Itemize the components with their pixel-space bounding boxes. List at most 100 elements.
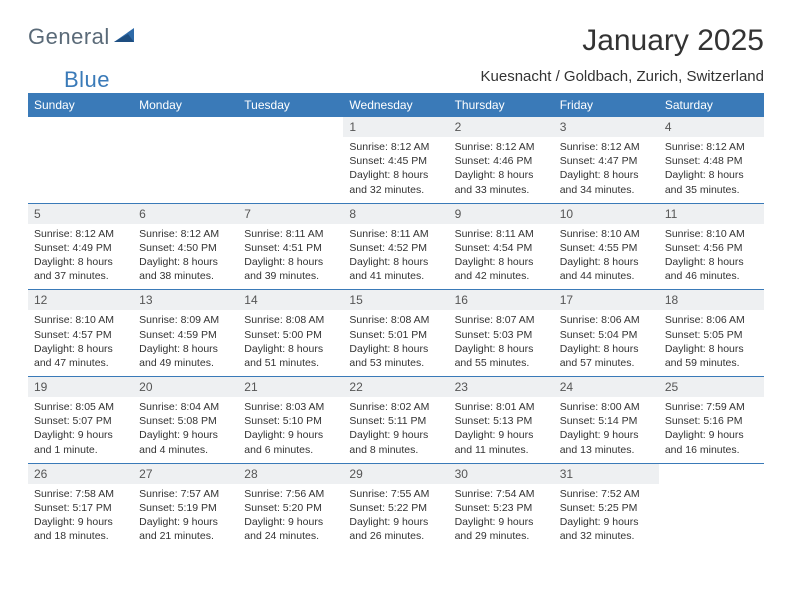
location-text: Kuesnacht / Goldbach, Zurich, Switzerlan…	[481, 68, 764, 85]
sunrise-line: Sunrise: 8:09 AM	[139, 313, 232, 327]
sunrise-line: Sunrise: 8:12 AM	[665, 140, 758, 154]
sunrise-line: Sunrise: 8:10 AM	[560, 227, 653, 241]
day-details: Sunrise: 8:10 AMSunset: 4:57 PMDaylight:…	[28, 310, 133, 376]
sunrise-line: Sunrise: 7:55 AM	[349, 487, 442, 501]
sunset-line: Sunset: 5:25 PM	[560, 501, 653, 515]
day-number: 1	[343, 117, 448, 137]
calendar-day-cell: 10Sunrise: 8:10 AMSunset: 4:55 PMDayligh…	[554, 203, 659, 290]
daylight-line: Daylight: 8 hours and 35 minutes.	[665, 168, 758, 196]
weekday-header: Friday	[554, 93, 659, 117]
weekday-header: Wednesday	[343, 93, 448, 117]
sunset-line: Sunset: 4:50 PM	[139, 241, 232, 255]
logo-word-2: Blue	[64, 67, 110, 93]
sunrise-line: Sunrise: 7:56 AM	[244, 487, 337, 501]
sunset-line: Sunset: 5:07 PM	[34, 414, 127, 428]
calendar-day-cell: 22Sunrise: 8:02 AMSunset: 5:11 PMDayligh…	[343, 377, 448, 464]
calendar-day-cell: 14Sunrise: 8:08 AMSunset: 5:00 PMDayligh…	[238, 290, 343, 377]
calendar-day-cell: 29Sunrise: 7:55 AMSunset: 5:22 PMDayligh…	[343, 463, 448, 549]
calendar-day-cell: 25Sunrise: 7:59 AMSunset: 5:16 PMDayligh…	[659, 377, 764, 464]
day-details: Sunrise: 8:05 AMSunset: 5:07 PMDaylight:…	[28, 397, 133, 463]
calendar-day-cell: 4Sunrise: 8:12 AMSunset: 4:48 PMDaylight…	[659, 117, 764, 203]
day-details: Sunrise: 8:11 AMSunset: 4:51 PMDaylight:…	[238, 224, 343, 290]
sunrise-line: Sunrise: 7:54 AM	[455, 487, 548, 501]
daylight-line: Daylight: 9 hours and 13 minutes.	[560, 428, 653, 456]
day-details: Sunrise: 8:01 AMSunset: 5:13 PMDaylight:…	[449, 397, 554, 463]
day-details: Sunrise: 8:03 AMSunset: 5:10 PMDaylight:…	[238, 397, 343, 463]
day-number: 23	[449, 377, 554, 397]
calendar-week-row: 26Sunrise: 7:58 AMSunset: 5:17 PMDayligh…	[28, 463, 764, 549]
day-details: Sunrise: 7:55 AMSunset: 5:22 PMDaylight:…	[343, 484, 448, 550]
sunset-line: Sunset: 5:19 PM	[139, 501, 232, 515]
daylight-line: Daylight: 9 hours and 29 minutes.	[455, 515, 548, 543]
day-details: Sunrise: 8:08 AMSunset: 5:00 PMDaylight:…	[238, 310, 343, 376]
daylight-line: Daylight: 8 hours and 33 minutes.	[455, 168, 548, 196]
sunset-line: Sunset: 4:57 PM	[34, 328, 127, 342]
day-number: 25	[659, 377, 764, 397]
day-details: Sunrise: 8:06 AMSunset: 5:05 PMDaylight:…	[659, 310, 764, 376]
sunset-line: Sunset: 4:45 PM	[349, 154, 442, 168]
calendar-day-cell: 16Sunrise: 8:07 AMSunset: 5:03 PMDayligh…	[449, 290, 554, 377]
day-number: 17	[554, 290, 659, 310]
day-details: Sunrise: 8:12 AMSunset: 4:47 PMDaylight:…	[554, 137, 659, 203]
sunset-line: Sunset: 5:13 PM	[455, 414, 548, 428]
sunset-line: Sunset: 5:01 PM	[349, 328, 442, 342]
daylight-line: Daylight: 8 hours and 38 minutes.	[139, 255, 232, 283]
daylight-line: Daylight: 8 hours and 37 minutes.	[34, 255, 127, 283]
calendar-day-cell: 1Sunrise: 8:12 AMSunset: 4:45 PMDaylight…	[343, 117, 448, 203]
calendar-day-cell: 18Sunrise: 8:06 AMSunset: 5:05 PMDayligh…	[659, 290, 764, 377]
sunrise-line: Sunrise: 8:12 AM	[34, 227, 127, 241]
day-number: 9	[449, 204, 554, 224]
sunset-line: Sunset: 4:46 PM	[455, 154, 548, 168]
day-number: 16	[449, 290, 554, 310]
day-number: 30	[449, 464, 554, 484]
daylight-line: Daylight: 9 hours and 4 minutes.	[139, 428, 232, 456]
calendar-day-cell: 7Sunrise: 8:11 AMSunset: 4:51 PMDaylight…	[238, 203, 343, 290]
month-title: January 2025	[582, 24, 764, 58]
sunrise-line: Sunrise: 8:05 AM	[34, 400, 127, 414]
day-number: 15	[343, 290, 448, 310]
sunrise-line: Sunrise: 7:59 AM	[665, 400, 758, 414]
daylight-line: Daylight: 9 hours and 18 minutes.	[34, 515, 127, 543]
daylight-line: Daylight: 8 hours and 57 minutes.	[560, 342, 653, 370]
day-number: 18	[659, 290, 764, 310]
daylight-line: Daylight: 8 hours and 39 minutes.	[244, 255, 337, 283]
sunrise-line: Sunrise: 8:10 AM	[665, 227, 758, 241]
day-number: 24	[554, 377, 659, 397]
day-details: Sunrise: 8:02 AMSunset: 5:11 PMDaylight:…	[343, 397, 448, 463]
sunset-line: Sunset: 5:23 PM	[455, 501, 548, 515]
calendar-day-cell: 3Sunrise: 8:12 AMSunset: 4:47 PMDaylight…	[554, 117, 659, 203]
daylight-line: Daylight: 9 hours and 6 minutes.	[244, 428, 337, 456]
daylight-line: Daylight: 8 hours and 59 minutes.	[665, 342, 758, 370]
day-number: 12	[28, 290, 133, 310]
day-details: Sunrise: 8:06 AMSunset: 5:04 PMDaylight:…	[554, 310, 659, 376]
sunset-line: Sunset: 5:03 PM	[455, 328, 548, 342]
day-details: Sunrise: 7:58 AMSunset: 5:17 PMDaylight:…	[28, 484, 133, 550]
sunrise-line: Sunrise: 7:52 AM	[560, 487, 653, 501]
sunset-line: Sunset: 5:22 PM	[349, 501, 442, 515]
sunset-line: Sunset: 5:10 PM	[244, 414, 337, 428]
sunset-line: Sunset: 5:14 PM	[560, 414, 653, 428]
day-details: Sunrise: 7:54 AMSunset: 5:23 PMDaylight:…	[449, 484, 554, 550]
calendar-day-cell: 28Sunrise: 7:56 AMSunset: 5:20 PMDayligh…	[238, 463, 343, 549]
calendar-day-cell	[133, 117, 238, 203]
day-number: 11	[659, 204, 764, 224]
day-number: 7	[238, 204, 343, 224]
sunrise-line: Sunrise: 8:04 AM	[139, 400, 232, 414]
sunrise-line: Sunrise: 8:11 AM	[349, 227, 442, 241]
daylight-line: Daylight: 8 hours and 34 minutes.	[560, 168, 653, 196]
daylight-line: Daylight: 8 hours and 55 minutes.	[455, 342, 548, 370]
weekday-header: Saturday	[659, 93, 764, 117]
daylight-line: Daylight: 8 hours and 51 minutes.	[244, 342, 337, 370]
day-details: Sunrise: 7:56 AMSunset: 5:20 PMDaylight:…	[238, 484, 343, 550]
weekday-header: Sunday	[28, 93, 133, 117]
calendar-day-cell: 9Sunrise: 8:11 AMSunset: 4:54 PMDaylight…	[449, 203, 554, 290]
daylight-line: Daylight: 9 hours and 8 minutes.	[349, 428, 442, 456]
sunrise-line: Sunrise: 8:08 AM	[244, 313, 337, 327]
calendar-day-cell	[659, 463, 764, 549]
daylight-line: Daylight: 8 hours and 42 minutes.	[455, 255, 548, 283]
day-details: Sunrise: 8:10 AMSunset: 4:56 PMDaylight:…	[659, 224, 764, 290]
calendar-day-cell: 24Sunrise: 8:00 AMSunset: 5:14 PMDayligh…	[554, 377, 659, 464]
sunrise-line: Sunrise: 8:11 AM	[244, 227, 337, 241]
sunrise-line: Sunrise: 8:12 AM	[349, 140, 442, 154]
sunset-line: Sunset: 4:52 PM	[349, 241, 442, 255]
